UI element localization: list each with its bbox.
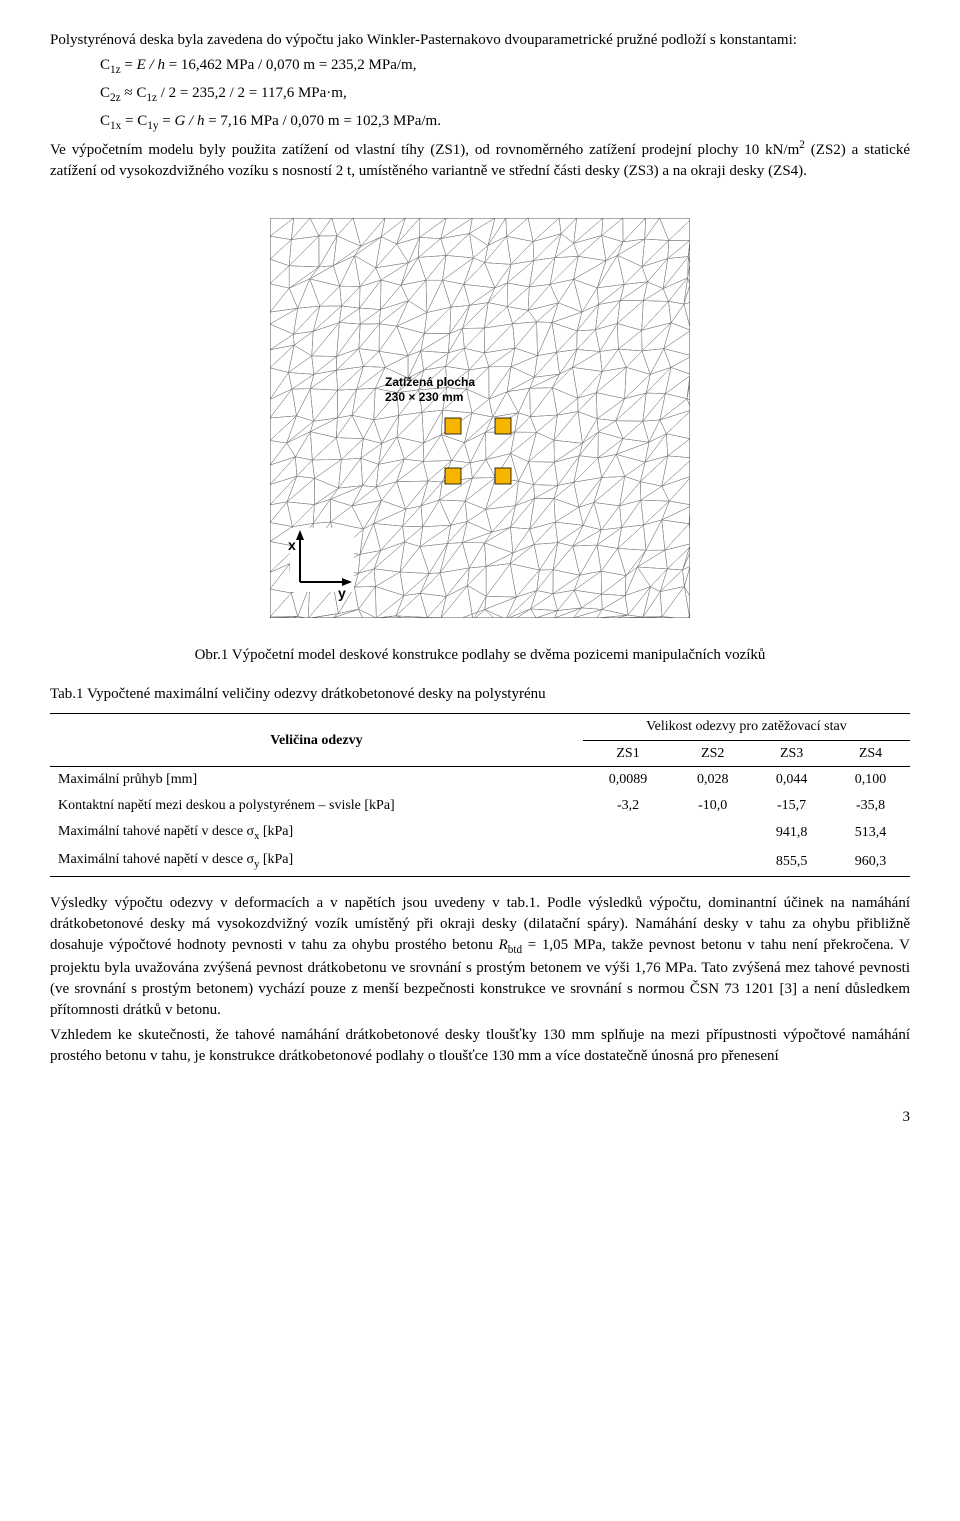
cell: 855,5: [752, 847, 831, 876]
cell: -3,2: [583, 793, 673, 819]
cell: [673, 847, 752, 876]
load-square: [495, 418, 511, 434]
figure-frame: Zatížená plocha 230 × 230 mm x y: [270, 218, 690, 618]
table-row: Maximální průhyb [mm]0,00890,0280,0440,1…: [50, 767, 910, 793]
c1z-sym: C: [100, 57, 110, 73]
c2z-sym: C: [100, 85, 110, 101]
figure-1: Zatížená plocha 230 × 230 mm x y: [50, 218, 910, 625]
c1y-sub: 1y: [147, 120, 158, 132]
table-row: Maximální tahové napětí v desce σx [kPa]…: [50, 819, 910, 847]
body-p1: Výsledky výpočtu odezvy v deformacích a …: [50, 893, 910, 1022]
cell: 513,4: [831, 819, 910, 847]
body-p2: Vzhledem ke skutečnosti, že tahové namáh…: [50, 1025, 910, 1067]
table-caption: Tab.1 Vypočtené maximální veličiny odezv…: [50, 684, 910, 705]
cell: 0,044: [752, 767, 831, 793]
table-row: Kontaktní napětí mezi deskou a polystyré…: [50, 793, 910, 819]
cell: 0,100: [831, 767, 910, 793]
load-square: [495, 468, 511, 484]
table-row: Maximální tahové napětí v desce σy [kPa]…: [50, 847, 910, 876]
axis-x-label: x: [288, 537, 296, 553]
c1z-it: E / h: [137, 57, 165, 73]
row-label: Maximální tahové napětí v desce σy [kPa]: [50, 847, 583, 876]
c2z-sub1: 2z: [110, 92, 121, 104]
c2z-sub2: 1z: [146, 92, 157, 104]
load-square: [445, 468, 461, 484]
intro-formula-1: C1z = E / h = 16,462 MPa / 0,070 m = 235…: [100, 55, 910, 79]
intro-line0: Polystyrénová deska byla zavedena do výp…: [50, 30, 910, 51]
c1x-val: = 7,16 MPa / 0,070 m = 102,3 MPa/m.: [204, 113, 441, 129]
cell: [673, 819, 752, 847]
c1z-val: = 16,462 MPa / 0,070 m = 235,2 MPa/m,: [165, 57, 417, 73]
col-header-span: Velikost odezvy pro zatěžovací stav: [583, 714, 910, 741]
c1z-sub: 1z: [110, 64, 121, 76]
intro-formula-2: C2z ≈ C1z / 2 = 235,2 / 2 = 117,6 MPa·m,: [100, 83, 910, 107]
c1x-sym: C: [100, 113, 110, 129]
col-header-label: Veličina odezvy: [50, 714, 583, 767]
axis-y-label: y: [338, 585, 346, 601]
intro-formula-3: C1x = C1y = G / h = 7,16 MPa / 0,070 m =…: [100, 111, 910, 135]
col-header-zs4: ZS4: [831, 740, 910, 767]
col-header-zs2: ZS2: [673, 740, 752, 767]
para2a: Ve výpočetním modelu byly použita zatíže…: [50, 142, 799, 158]
c1x-mid1: = C: [121, 113, 147, 129]
row-label: Maximální tahové napětí v desce σx [kPa]: [50, 819, 583, 847]
c1z-eq: =: [121, 57, 137, 73]
body-p1-sub: btd: [508, 944, 522, 956]
cell: -15,7: [752, 793, 831, 819]
row-label: Kontaktní napětí mezi deskou a polystyré…: [50, 793, 583, 819]
cell: 960,3: [831, 847, 910, 876]
cell: 941,8: [752, 819, 831, 847]
response-table: Veličina odezvy Velikost odezvy pro zatě…: [50, 713, 910, 876]
c2z-val: / 2 = 235,2 / 2 = 117,6 MPa·m,: [157, 85, 347, 101]
body-p1-it: R: [499, 937, 508, 953]
mesh-diagram: Zatížená plocha 230 × 230 mm x y: [270, 218, 690, 618]
axis-frame: x y: [288, 528, 354, 601]
cell: 0,0089: [583, 767, 673, 793]
row-label: Maximální průhyb [mm]: [50, 767, 583, 793]
c1x-sub1: 1x: [110, 120, 121, 132]
cell: 0,028: [673, 767, 752, 793]
annot-line2: 230 × 230 mm: [385, 390, 463, 404]
load-square: [445, 418, 461, 434]
cell: -35,8: [831, 793, 910, 819]
cell: [583, 847, 673, 876]
intro-para2: Ve výpočetním modelu byly použita zatíže…: [50, 138, 910, 182]
c2z-mid1: ≈ C: [121, 85, 147, 101]
page-number: 3: [50, 1107, 910, 1128]
cell: [583, 819, 673, 847]
c1x-eq: =: [158, 113, 174, 129]
col-header-zs3: ZS3: [752, 740, 831, 767]
c1x-it: G / h: [174, 113, 204, 129]
cell: -10,0: [673, 793, 752, 819]
col-header-zs1: ZS1: [583, 740, 673, 767]
annot-line1: Zatížená plocha: [385, 375, 475, 389]
figure-caption: Obr.1 Výpočetní model deskové konstrukce…: [50, 645, 910, 666]
